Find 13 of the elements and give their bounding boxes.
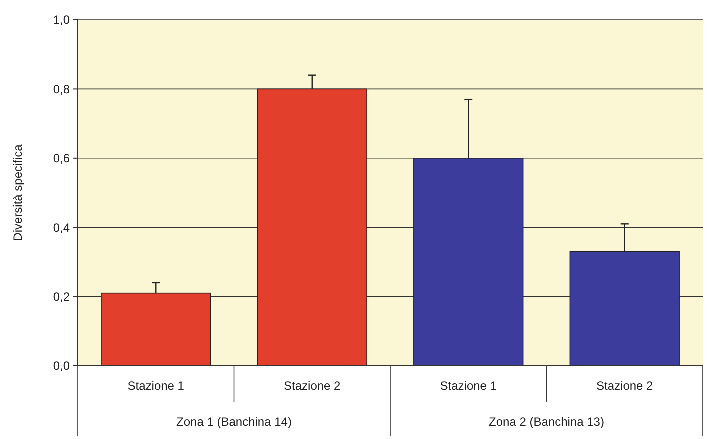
- x-tick-label: Stazione 2: [596, 379, 654, 393]
- y-tick-label: 1,0: [53, 13, 70, 28]
- x-tick-label: Stazione 1: [440, 379, 498, 393]
- y-tick-label: 0,0: [53, 359, 70, 374]
- text: Zona 1 (Banchina 14): [176, 415, 292, 429]
- y-tick-label: 0,4: [53, 220, 70, 235]
- y-axis-title: Diversità specifica: [11, 144, 25, 242]
- y-tick-label: 0,2: [53, 290, 70, 304]
- x-tick-label: Stazione 1: [128, 379, 185, 393]
- y-tick-label: 0,8: [53, 82, 70, 96]
- x-tick-label: Stazione 2: [284, 379, 342, 393]
- y-tick-label: 0,6: [53, 152, 70, 166]
- text: Zona 2 (Banchina 13): [489, 415, 604, 429]
